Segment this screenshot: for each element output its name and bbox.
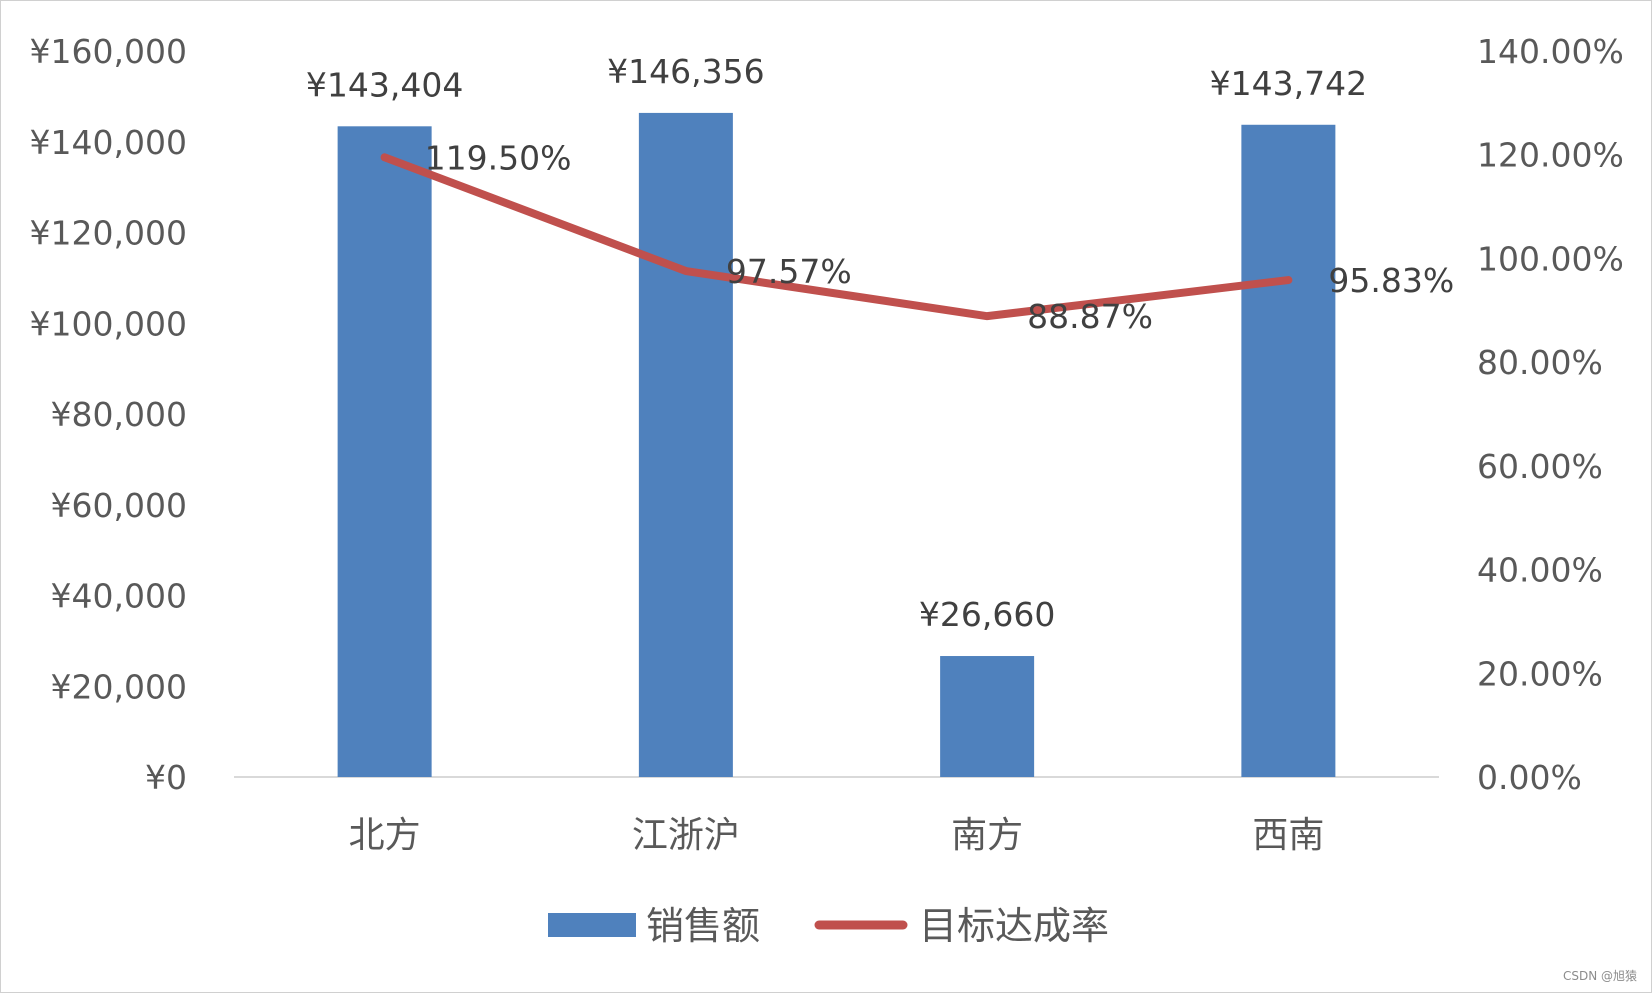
line-data-label: 119.50% — [425, 138, 572, 177]
category-label: 西南 — [1252, 815, 1324, 856]
category-axis-labels: 北方 江浙沪 南方 西南 — [349, 815, 1325, 856]
left-axis-tick-label: ¥140,000 — [30, 123, 187, 162]
left-axis-tick-label: ¥60,000 — [51, 486, 187, 525]
line-data-labels: 119.50% 97.57% 88.87% 95.83% — [425, 138, 1455, 336]
left-axis-tick-label: ¥0 — [145, 758, 187, 797]
right-axis-tick-label: 40.00% — [1477, 551, 1603, 590]
right-axis-tick-label: 140.00% — [1477, 32, 1624, 71]
bar-series — [337, 112, 1336, 778]
bar-data-label: ¥143,404 — [306, 65, 463, 104]
bar — [940, 656, 1035, 777]
right-axis-tick-label: 20.00% — [1477, 654, 1603, 693]
category-label: 南方 — [951, 815, 1023, 856]
category-label: 北方 — [349, 815, 421, 856]
left-axis-tick-label: ¥120,000 — [30, 214, 187, 253]
right-axis-tick-label: 60.00% — [1477, 447, 1603, 486]
bar — [638, 112, 733, 777]
bar-data-label: ¥143,742 — [1210, 64, 1367, 103]
legend: 销售额 目标达成率 — [548, 904, 1109, 948]
line-data-label: 95.83% — [1328, 261, 1454, 300]
bar-data-label: ¥146,356 — [607, 52, 764, 91]
legend-label-sales: 销售额 — [646, 904, 760, 948]
line-data-label: 97.57% — [726, 252, 852, 291]
right-axis-tick-label: 80.00% — [1477, 343, 1603, 382]
achievement-rate-line — [380, 153, 1293, 321]
bar-data-label: ¥26,660 — [919, 595, 1055, 634]
right-axis-tick-label: 0.00% — [1477, 758, 1582, 797]
bar — [1241, 124, 1336, 777]
left-axis: ¥0 ¥20,000 ¥40,000 ¥60,000 ¥80,000 ¥100,000 ¥1… — [30, 32, 187, 797]
line-data-label: 88.87% — [1027, 297, 1153, 336]
left-axis-tick-label: ¥20,000 — [51, 667, 187, 706]
right-axis-tick-label: 120.00% — [1477, 136, 1624, 175]
line-series — [380, 153, 1293, 321]
watermark-text: CSDN @旭猿 — [1562, 969, 1637, 983]
right-axis: 0.00% 20.00% 40.00% 60.00% 80.00% 100.00% 120.… — [1477, 32, 1624, 797]
legend-swatch-bar — [548, 913, 636, 937]
left-axis-tick-label: ¥40,000 — [51, 577, 187, 616]
bar — [337, 126, 432, 778]
bar-data-labels: ¥143,404 ¥146,356 ¥26,660 ¥143,742 — [306, 52, 1367, 634]
legend-label-achievement: 目标达成率 — [919, 904, 1109, 948]
right-axis-tick-label: 100.00% — [1477, 239, 1624, 278]
left-axis-tick-label: ¥100,000 — [30, 304, 187, 343]
left-axis-tick-label: ¥160,000 — [30, 32, 187, 71]
left-axis-tick-label: ¥80,000 — [51, 395, 187, 434]
category-label: 江浙沪 — [632, 815, 740, 856]
